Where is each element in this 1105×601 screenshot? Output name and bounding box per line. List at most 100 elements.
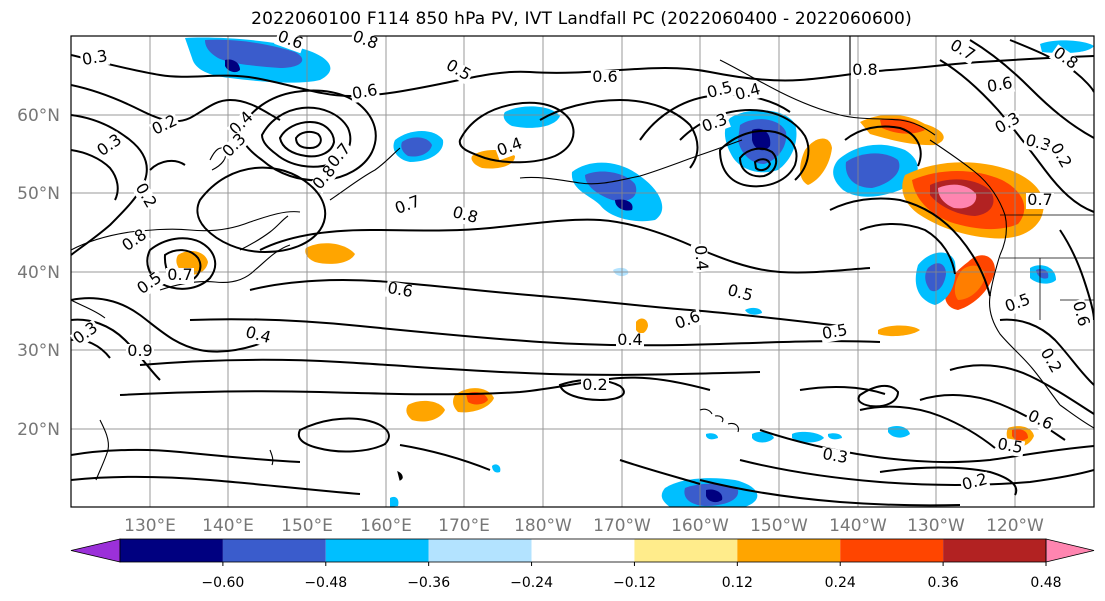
contour-label-bg [69,319,103,349]
colorbar-swatch [325,539,429,562]
lon-label: 180°W [514,516,572,536]
contour-label: 0.2 [582,375,607,394]
lon-label: 160°E [360,516,412,536]
colorbar-swatch [840,539,944,562]
colorbar-tick-label: −0.24 [510,575,553,591]
contour-label-bg [79,48,111,70]
contour-label-bg [959,471,991,495]
contour-label: 0.3 [81,46,109,69]
colorbar-swatch [120,539,223,562]
contour-label: 0.7 [1027,190,1052,209]
longitude-labels: 130°E 140°E 150°E 160°E 170°E 180°W 170°W 160°W… [124,516,1044,536]
contour-label-bg [349,82,381,104]
contour-label-bg [1023,407,1057,435]
lon-label: 170°W [593,516,651,536]
contour-label-bg [591,70,619,86]
colorbar-tick-label: −0.36 [407,575,450,591]
lat-label: 50°N [17,184,60,204]
contour-label-bg [851,63,879,79]
contour-label-bg [118,226,152,256]
lon-label: 140°W [829,516,887,536]
colorbar-extend-max [1045,538,1095,563]
contour-label-bg [1002,291,1034,317]
contour-label: 0.9 [127,341,152,360]
lon-label: 130°W [907,516,965,536]
contour-label-bg [494,135,526,161]
lon-label: 150°W [750,516,808,536]
graticule [71,36,1094,507]
contour-label-bg [126,344,154,360]
contour-label-bg [131,179,159,213]
contour-label-bg [441,57,475,85]
contour-label-bg [616,333,644,349]
contour-label-bg [690,243,710,273]
lat-label: 30°N [17,341,60,361]
contour-label-bg [392,193,424,219]
colorbar-swatch [222,539,326,562]
contour-label-bg [1068,298,1092,330]
colorbar-swatch [634,539,738,562]
contour-label: 0.7 [167,265,192,284]
colorbar-tick-label: 0.48 [1030,575,1061,591]
contour-label-bg [148,112,182,140]
lon-label: 150°E [281,516,333,536]
lat-label: 40°N [17,263,60,283]
contour-label: 0.4 [691,244,712,271]
contour-label-bg [274,28,306,54]
contour-label-bg [449,204,481,228]
contour-label: 0.5 [996,434,1024,457]
contour-label-bg [1046,139,1074,173]
contour-label-bg [1022,132,1054,156]
contour-label: 0.3 [821,444,849,467]
colorbar-swatch [428,539,532,562]
contour-label-bg [819,446,851,468]
contour-label-bg [1048,44,1082,74]
contour-label-bg [219,130,251,162]
contour-label: 0.5 [821,320,849,343]
contour-label: 0.4 [617,330,642,349]
colorbar-tick-label: 0.24 [825,575,856,591]
colorbar-tick-label: 0.36 [928,575,959,591]
contour-label-bg [704,79,736,103]
lon-label: 140°E [202,516,254,536]
colorbar-tick-label: −0.48 [304,575,347,591]
contour-label-bg [384,280,416,302]
contour-label-bg [93,131,127,161]
contour-label-bg [133,269,167,299]
colorbar-outline [119,538,1047,563]
contour-label-bg [945,37,979,65]
colorbar-extend-min [70,538,121,563]
latitude-labels: 60°N 50°N 40°N 30°N 20°N [17,106,60,440]
colorbar-swatch [943,539,1046,562]
contour-label: 0.6 [386,278,414,301]
lon-label: 120°W [986,516,1044,536]
lat-label: 20°N [17,420,60,440]
contour-label-bg [1036,344,1064,378]
chart-title: 2022060100 F114 850 hPa PV, IVT Landfall… [251,9,912,29]
colorbar-swatch [737,539,841,562]
contour-label-bg [349,28,381,54]
contour-label-bg [1026,193,1054,209]
contour-label-bg [732,81,764,105]
colorbar-tick-label: 0.12 [722,575,753,591]
contour-label: 0.8 [852,60,877,79]
colorbar-swatch [531,539,635,562]
colorbar-tick-label: −0.60 [201,575,244,591]
contour-label-bg [991,110,1025,138]
contour-label-bg [242,324,274,348]
lon-label: 130°E [124,516,176,536]
contour-label-bg [324,140,356,172]
lon-label: 170°E [438,516,490,536]
contour-label: 0.6 [592,67,617,86]
map-border [70,35,1095,508]
contour-label: 0.6 [351,80,379,103]
contour-label-bg [226,108,258,140]
lat-label: 60°N [17,106,60,126]
contour-label-bg [309,162,341,194]
contour-label-bg [724,282,756,306]
contour-label-bg [984,75,1016,97]
contour-label-bg [699,111,731,137]
contour-label-bg [581,378,609,394]
colorbar-tick-label: −0.12 [613,575,656,591]
